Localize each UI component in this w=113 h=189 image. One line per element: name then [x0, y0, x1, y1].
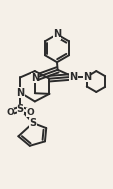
Text: N: N	[69, 72, 77, 82]
Text: N: N	[82, 72, 90, 82]
Text: O: O	[6, 108, 14, 117]
Text: S: S	[29, 118, 36, 128]
Text: N: N	[31, 73, 39, 83]
Text: N: N	[16, 88, 24, 98]
Text: N: N	[52, 29, 61, 39]
Text: O: O	[26, 108, 34, 117]
Text: S: S	[17, 104, 24, 114]
